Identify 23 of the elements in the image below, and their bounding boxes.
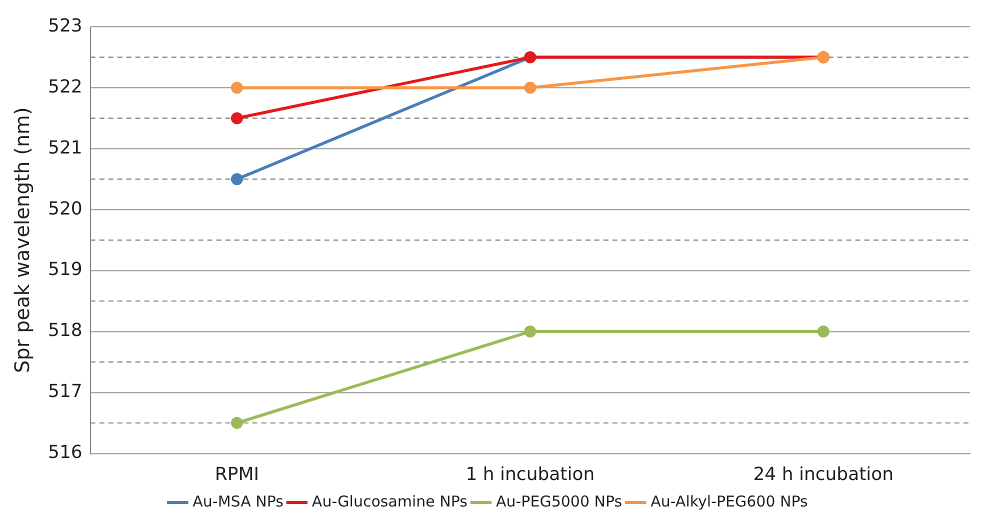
x-tick-label: RPMI <box>214 464 260 485</box>
y-tick-label: 520 <box>48 198 82 220</box>
point <box>230 173 243 186</box>
x-tick-label: 1 h incubation <box>466 464 595 485</box>
y-axis-title: Spr peak wavelength (nm) <box>10 107 34 373</box>
point <box>230 112 243 124</box>
point <box>524 326 536 338</box>
y-tick-label: 517 <box>48 381 82 402</box>
y-tick-label: 519 <box>48 259 82 280</box>
legend-label: Au-PEG5000 NPs <box>496 492 622 510</box>
x-tick-label: 24 h incubation <box>753 464 894 485</box>
y-tick-label: 523 <box>48 15 82 36</box>
point <box>524 82 536 94</box>
point <box>230 82 243 94</box>
y-tick-label: 521 <box>48 137 82 158</box>
point <box>817 326 830 338</box>
y-tick-label: 516 <box>48 442 82 464</box>
legend-label: Au-MSA NPs <box>192 492 284 510</box>
legend-label: Au-Alkyl-PEG600 NPs <box>650 492 808 510</box>
legend-label: Au-Glucosamine NPs <box>312 492 468 510</box>
point <box>230 416 243 429</box>
y-tick-label: 518 <box>48 320 82 342</box>
y-tick-label: 522 <box>48 76 82 98</box>
